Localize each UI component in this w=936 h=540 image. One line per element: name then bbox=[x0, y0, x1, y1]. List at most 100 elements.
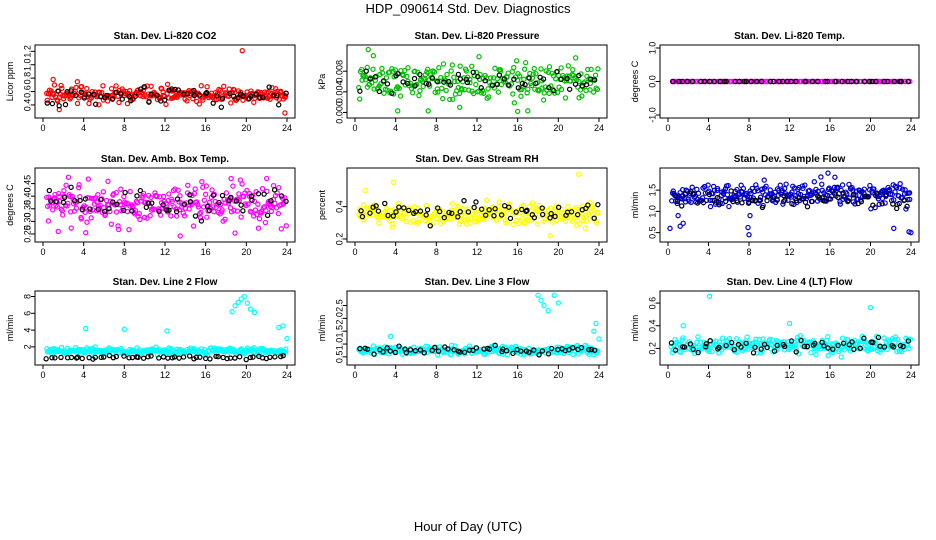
subset-point bbox=[250, 354, 256, 360]
data-point bbox=[899, 186, 906, 192]
subset-point bbox=[176, 355, 182, 361]
subset-point bbox=[171, 354, 178, 360]
subset-point bbox=[555, 204, 562, 211]
data-point bbox=[861, 186, 868, 192]
subset-point bbox=[276, 102, 282, 108]
subset-point bbox=[196, 92, 203, 98]
subset-point bbox=[510, 350, 516, 357]
subset-point bbox=[861, 193, 868, 200]
subset-point bbox=[524, 207, 530, 214]
data-point bbox=[514, 108, 521, 115]
subset-point bbox=[901, 197, 908, 203]
subset-point bbox=[770, 78, 777, 85]
subset-point bbox=[882, 192, 889, 198]
subset-point bbox=[491, 213, 497, 219]
y-tick-label: 0.30 bbox=[22, 213, 32, 231]
subset-point bbox=[404, 80, 411, 87]
data-point bbox=[173, 213, 180, 219]
subset-point bbox=[464, 79, 471, 86]
data-point bbox=[802, 182, 808, 188]
data-point bbox=[783, 181, 789, 187]
data-point bbox=[576, 220, 583, 227]
x-tick-label: 16 bbox=[513, 247, 523, 257]
subset-point bbox=[707, 338, 713, 344]
subset-point bbox=[382, 200, 388, 207]
data-point bbox=[222, 216, 228, 223]
data-point bbox=[495, 89, 502, 95]
subset-point bbox=[92, 101, 99, 107]
subset-point bbox=[98, 196, 104, 203]
data-point bbox=[747, 212, 753, 219]
data-point bbox=[142, 199, 149, 205]
data-point bbox=[107, 208, 113, 215]
subset-point bbox=[848, 78, 855, 85]
data-point bbox=[238, 214, 244, 220]
subset-point bbox=[148, 91, 154, 97]
data-point bbox=[583, 218, 590, 224]
data-point bbox=[775, 192, 782, 199]
data-point bbox=[528, 82, 535, 89]
data-point bbox=[486, 94, 492, 100]
x-tick-label: 8 bbox=[122, 247, 127, 257]
subset-point bbox=[376, 88, 383, 95]
subset-point bbox=[417, 71, 423, 78]
subset-point bbox=[781, 343, 788, 350]
subset-point bbox=[257, 94, 263, 101]
subset-point bbox=[140, 355, 147, 361]
data-point bbox=[443, 87, 449, 94]
subset-point bbox=[711, 197, 718, 204]
data-point bbox=[383, 75, 390, 81]
subset-point bbox=[412, 348, 419, 354]
y-tick-label: 0.4 bbox=[22, 99, 32, 112]
data-point bbox=[255, 225, 262, 231]
data-point bbox=[594, 86, 601, 93]
subset-point bbox=[210, 192, 217, 198]
subset-point bbox=[426, 81, 432, 87]
data-point bbox=[681, 78, 688, 85]
data-point bbox=[835, 184, 841, 191]
data-point bbox=[239, 181, 245, 187]
subset-point bbox=[187, 199, 194, 205]
subset-point bbox=[881, 78, 887, 85]
data-point bbox=[67, 193, 73, 200]
subset-point bbox=[853, 78, 860, 85]
subset-point bbox=[802, 78, 809, 85]
subset-point bbox=[52, 355, 58, 361]
x-tick-label: 16 bbox=[513, 370, 523, 380]
x-tick-label: 8 bbox=[434, 123, 439, 133]
data-point bbox=[534, 221, 541, 227]
data-point bbox=[235, 299, 241, 306]
x-tick-label: 24 bbox=[594, 123, 604, 133]
subset-point bbox=[682, 191, 689, 197]
data-point bbox=[449, 62, 456, 68]
subset-point bbox=[106, 205, 112, 212]
data-point bbox=[440, 95, 446, 102]
subset-point bbox=[367, 76, 374, 82]
subset-point bbox=[121, 353, 127, 359]
subset-point bbox=[564, 75, 570, 82]
data-point bbox=[45, 218, 52, 224]
x-tick-label: 12 bbox=[472, 247, 482, 257]
subset-point bbox=[546, 84, 552, 91]
data-point bbox=[705, 182, 711, 188]
subset-point bbox=[60, 199, 67, 206]
subset-point bbox=[585, 202, 591, 208]
data-point bbox=[707, 203, 714, 210]
subset-point bbox=[249, 197, 255, 203]
data-point bbox=[274, 190, 280, 196]
subset-point bbox=[198, 218, 205, 224]
subset-point bbox=[87, 206, 93, 212]
subset-point bbox=[850, 192, 857, 198]
data-point bbox=[546, 64, 553, 70]
data-point bbox=[160, 193, 167, 200]
y-tick-label: 0.4 bbox=[647, 319, 657, 332]
subset-point bbox=[753, 78, 760, 85]
data-point bbox=[92, 344, 98, 350]
subset-point bbox=[129, 208, 135, 214]
subset-point bbox=[890, 201, 896, 207]
subset-point bbox=[264, 212, 271, 219]
data-point bbox=[192, 186, 198, 192]
subset-point bbox=[243, 356, 249, 363]
plot-frame bbox=[34, 44, 296, 119]
y-axis-label: percent bbox=[317, 189, 327, 220]
